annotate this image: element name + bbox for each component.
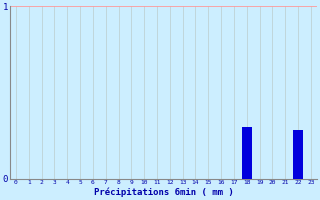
- X-axis label: Précipitations 6min ( mm ): Précipitations 6min ( mm ): [93, 188, 233, 197]
- Bar: [293, 130, 303, 179]
- Bar: [242, 127, 252, 179]
